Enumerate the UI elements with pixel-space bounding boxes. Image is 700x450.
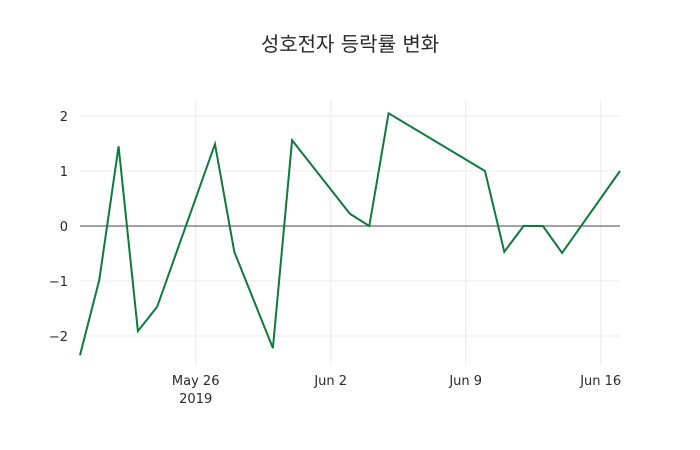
series-line	[79, 111, 621, 356]
x-tick-sublabel: 2019	[179, 392, 212, 407]
y-tick-label: 2	[60, 110, 68, 125]
y-tick-label: −1	[49, 275, 68, 290]
x-tick-label: Jun 2	[313, 374, 347, 389]
y-tick-label: 0	[60, 220, 68, 235]
x-tick-label: Jun 9	[448, 374, 482, 389]
chart-title: 성호전자 등락률 변화	[260, 32, 440, 56]
x-tick-label: Jun 16	[579, 374, 621, 389]
y-tick-label: −2	[49, 330, 68, 345]
x-tick-label: May 26	[172, 374, 220, 389]
y-tick-label: 1	[60, 165, 68, 180]
